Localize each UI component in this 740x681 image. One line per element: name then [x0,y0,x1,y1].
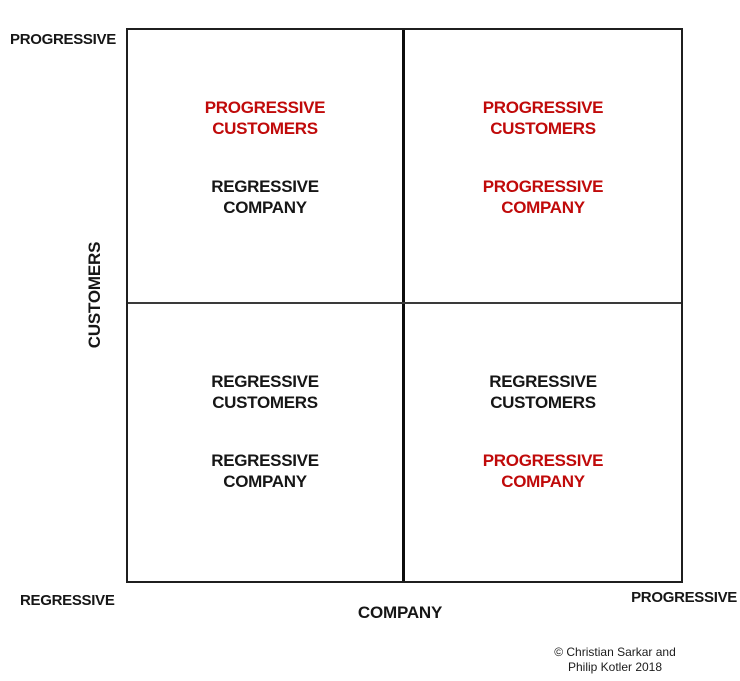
y-axis-bottom-label: REGRESSIVE [20,592,115,609]
quadrant-label-line: COMPANY [223,198,307,217]
quadrant-label-line: PROGRESSIVE [204,98,326,117]
customers-label-group: PROGRESSIVE CUSTOMERS [204,97,326,139]
company-label-group: PROGRESSIVE COMPANY [482,450,604,492]
horizontal-divider [128,302,681,304]
company-label-group: PROGRESSIVE COMPANY [482,176,604,218]
quadrant-label-line: REGRESSIVE [211,372,319,391]
quadrant-bottom-right: REGRESSIVE CUSTOMERS PROGRESSIVE COMPANY [405,304,681,581]
customers-label-group: PROGRESSIVE CUSTOMERS [482,97,604,139]
quadrant-bottom-left: REGRESSIVE CUSTOMERS REGRESSIVE COMPANY [128,304,402,581]
customers-label-group: REGRESSIVE CUSTOMERS [489,371,597,413]
matrix-frame: PROGRESSIVE CUSTOMERS REGRESSIVE COMPANY… [126,28,683,583]
quadrant-label-line: REGRESSIVE [489,372,597,391]
quadrant-label-line: PROGRESSIVE [482,451,604,470]
customers-label-group: REGRESSIVE CUSTOMERS [211,371,319,413]
quadrant-label-line: REGRESSIVE [211,177,319,196]
quadrant-label-line: CUSTOMERS [212,393,318,412]
quadrant-label-line: CUSTOMERS [212,119,318,138]
copyright-credit: © Christian Sarkar and Philip Kotler 201… [554,645,676,675]
credit-line-1: © Christian Sarkar and [554,645,676,659]
x-axis-right-label: PROGRESSIVE [631,589,737,606]
quadrant-label-line: COMPANY [501,472,585,491]
quadrant-label-line: COMPANY [223,472,307,491]
quadrant-top-left: PROGRESSIVE CUSTOMERS REGRESSIVE COMPANY [128,30,402,302]
quadrant-label-line: REGRESSIVE [211,451,319,470]
quadrant-label-line: CUSTOMERS [490,393,596,412]
x-axis-title: COMPANY [357,603,443,622]
quadrant-top-right: PROGRESSIVE CUSTOMERS PROGRESSIVE COMPAN… [405,30,681,302]
company-label-group: REGRESSIVE COMPANY [211,176,319,218]
credit-line-2: Philip Kotler 2018 [567,660,663,674]
quadrant-label-line: CUSTOMERS [490,119,596,138]
vertical-divider [402,30,405,581]
quadrant-label-line: COMPANY [501,198,585,217]
quadrant-label-line: PROGRESSIVE [482,177,604,196]
quadrant-label-line: PROGRESSIVE [482,98,604,117]
company-label-group: REGRESSIVE COMPANY [211,450,319,492]
y-axis-top-label: PROGRESSIVE [10,31,116,48]
y-axis-title: CUSTOMERS [85,241,104,349]
